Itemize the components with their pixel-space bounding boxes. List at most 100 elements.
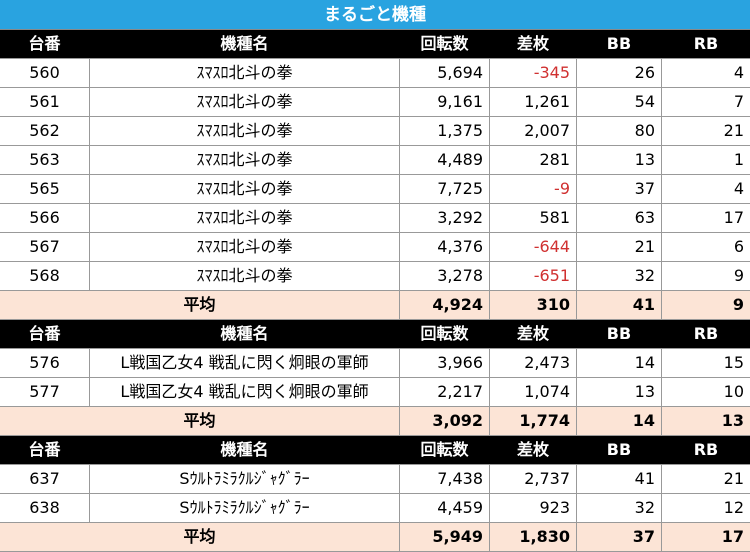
data-cell: 1,375 — [400, 117, 490, 145]
data-row: 567 ｽﾏｽﾛ北斗の拳 4,376 -644 21 6 — [0, 233, 750, 262]
data-cell: 923 — [490, 494, 577, 522]
average-cell: 13 — [721, 411, 744, 430]
header-cell: 差枚 — [490, 30, 577, 58]
data-row: 577 L戦国乙女4 戦乱に閃く炯眼の軍師 2,217 1,074 13 10 — [0, 378, 750, 407]
data-cell: 638 — [0, 494, 90, 522]
data-cell: 4 — [733, 179, 744, 198]
data-cell: 13 — [577, 146, 662, 174]
header-cell: 差枚 — [490, 320, 577, 348]
data-cell: 41 — [577, 465, 662, 493]
data-cell: ｽﾏｽﾛ北斗の拳 — [90, 117, 400, 145]
table-title: まるごと機種 — [0, 0, 750, 30]
data-cell: 3,278 — [400, 262, 490, 290]
data-cell: ｽﾏｽﾛ北斗の拳 — [90, 262, 400, 290]
header-cell: 機種名 — [90, 320, 400, 348]
data-cell: 32 — [577, 494, 662, 522]
data-cell: -651 — [490, 262, 577, 290]
data-row: 568 ｽﾏｽﾛ北斗の拳 3,278 -651 32 9 — [0, 262, 750, 291]
header-cell: 回転数 — [400, 320, 490, 348]
data-cell: L戦国乙女4 戦乱に閃く炯眼の軍師 — [90, 378, 400, 406]
data-cell: 6 — [733, 237, 744, 256]
data-cell: 281 — [490, 146, 577, 174]
average-label: 平均 — [0, 407, 400, 435]
data-row: 563 ｽﾏｽﾛ北斗の拳 4,489 281 13 1 — [0, 146, 750, 175]
data-row: 565 ｽﾏｽﾛ北斗の拳 7,725 -9 37 4 — [0, 175, 750, 204]
header-cell: 差枚 — [490, 436, 577, 464]
data-cell: 4 — [733, 63, 744, 82]
data-cell: -644 — [490, 233, 577, 261]
data-cell: 562 — [0, 117, 90, 145]
data-cell: ｽﾏｽﾛ北斗の拳 — [90, 233, 400, 261]
average-cell: 17 — [721, 527, 744, 546]
data-cell: 581 — [490, 204, 577, 232]
average-cell: 14 — [577, 407, 662, 435]
data-row: 576 L戦国乙女4 戦乱に閃く炯眼の軍師 3,966 2,473 14 15 — [0, 349, 750, 378]
data-cell: 560 — [0, 59, 90, 87]
header-cell: 機種名 — [90, 30, 400, 58]
data-cell: 577 — [0, 378, 90, 406]
header-row: 台番 機種名 回転数 差枚 BB RB — [0, 30, 750, 59]
data-cell: 561 — [0, 88, 90, 116]
data-cell: ｽﾏｽﾛ北斗の拳 — [90, 59, 400, 87]
header-cell: 台番 — [0, 436, 90, 464]
average-label: 平均 — [0, 523, 400, 551]
data-cell: Sｳﾙﾄﾗﾐﾗｸﾙｼﾞｬｸﾞﾗｰ — [90, 494, 400, 522]
data-row: 560 ｽﾏｽﾛ北斗の拳 5,694 -345 26 4 — [0, 59, 750, 88]
data-cell: 2,473 — [490, 349, 577, 377]
data-row: 637 Sｳﾙﾄﾗﾐﾗｸﾙｼﾞｬｸﾞﾗｰ 7,438 2,737 41 21 — [0, 465, 750, 494]
data-cell: 7,725 — [400, 175, 490, 203]
data-cell: 563 — [0, 146, 90, 174]
data-cell: 32 — [577, 262, 662, 290]
data-cell: ｽﾏｽﾛ北斗の拳 — [90, 146, 400, 174]
data-cell: 15 — [723, 353, 744, 372]
data-cell: 568 — [0, 262, 90, 290]
data-cell: 3,292 — [400, 204, 490, 232]
data-cell: 565 — [0, 175, 90, 203]
average-cell: 310 — [490, 291, 577, 319]
data-cell: L戦国乙女4 戦乱に閃く炯眼の軍師 — [90, 349, 400, 377]
data-cell: 567 — [0, 233, 90, 261]
data-cell: 7 — [733, 92, 744, 111]
data-cell: 3,966 — [400, 349, 490, 377]
data-cell: ｽﾏｽﾛ北斗の拳 — [90, 204, 400, 232]
data-cell: 10 — [723, 382, 744, 401]
header-cell: 台番 — [0, 320, 90, 348]
data-cell: 21 — [577, 233, 662, 261]
data-cell: 2,007 — [490, 117, 577, 145]
header-cell: 回転数 — [400, 30, 490, 58]
data-cell: 54 — [577, 88, 662, 116]
data-cell: 80 — [577, 117, 662, 145]
data-cell: 9,161 — [400, 88, 490, 116]
header-cell: RB — [693, 34, 719, 53]
average-cell: 3,092 — [400, 407, 490, 435]
data-cell: 1,261 — [490, 88, 577, 116]
average-cell: 4,924 — [400, 291, 490, 319]
data-cell: Sｳﾙﾄﾗﾐﾗｸﾙｼﾞｬｸﾞﾗｰ — [90, 465, 400, 493]
data-row: 566 ｽﾏｽﾛ北斗の拳 3,292 581 63 17 — [0, 204, 750, 233]
data-cell: ｽﾏｽﾛ北斗の拳 — [90, 175, 400, 203]
data-row: 638 Sｳﾙﾄﾗﾐﾗｸﾙｼﾞｬｸﾞﾗｰ 4,459 923 32 12 — [0, 494, 750, 523]
data-cell: 5,694 — [400, 59, 490, 87]
data-cell: 566 — [0, 204, 90, 232]
header-cell: BB — [577, 436, 662, 464]
data-cell: 37 — [577, 175, 662, 203]
data-cell: 637 — [0, 465, 90, 493]
average-row: 平均 5,949 1,830 37 17 — [0, 523, 750, 552]
data-cell: 2,217 — [400, 378, 490, 406]
header-cell: RB — [693, 440, 719, 459]
data-cell: ｽﾏｽﾛ北斗の拳 — [90, 88, 400, 116]
data-cell: -345 — [490, 59, 577, 87]
data-cell: 17 — [723, 208, 744, 227]
data-cell: 26 — [577, 59, 662, 87]
header-row: 台番 機種名 回転数 差枚 BB RB — [0, 436, 750, 465]
header-row: 台番 機種名 回転数 差枚 BB RB — [0, 320, 750, 349]
data-row: 562 ｽﾏｽﾛ北斗の拳 1,375 2,007 80 21 — [0, 117, 750, 146]
average-cell: 41 — [577, 291, 662, 319]
data-cell: 4,459 — [400, 494, 490, 522]
header-cell: 機種名 — [90, 436, 400, 464]
header-cell: RB — [693, 324, 719, 343]
average-label: 平均 — [0, 291, 400, 319]
data-cell: 13 — [577, 378, 662, 406]
average-cell: 1,774 — [490, 407, 577, 435]
